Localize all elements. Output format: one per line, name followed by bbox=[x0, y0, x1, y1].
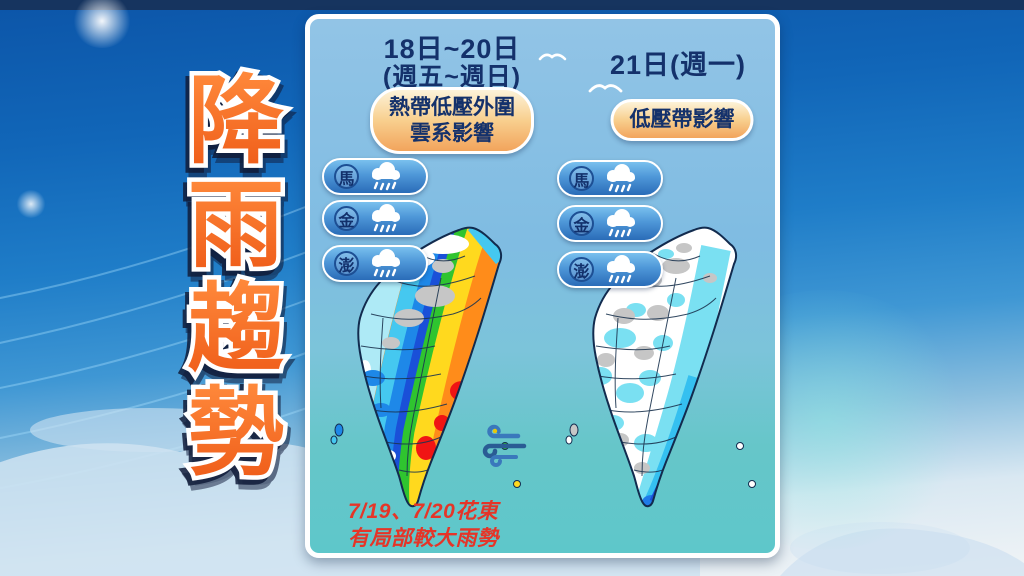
island-label: 金 bbox=[569, 211, 594, 236]
pill-kinmen-left: 金 bbox=[322, 200, 428, 237]
left-cause-line2: 雲系影響 bbox=[410, 121, 494, 145]
rain-cloud-icon bbox=[607, 208, 635, 237]
right-cause-badge: 低壓帶影響 bbox=[610, 99, 754, 141]
pill-penghu-right: 澎 bbox=[557, 251, 663, 288]
page-title: 降 雨 趨 勢 bbox=[184, 64, 290, 489]
title-char: 勢 bbox=[188, 380, 284, 487]
wind-gust-icon bbox=[482, 424, 527, 467]
island-label: 澎 bbox=[334, 251, 359, 276]
title-char: 趨 bbox=[188, 276, 284, 383]
left-date-subheading: (週五~週日) bbox=[382, 63, 522, 91]
island-label: 馬 bbox=[334, 164, 359, 189]
northeast-cyan bbox=[467, 227, 502, 265]
island-label: 馬 bbox=[569, 166, 594, 191]
rain-cloud-icon bbox=[372, 248, 400, 277]
pill-penghu-left: 澎 bbox=[322, 245, 428, 282]
pill-matsu-right: 馬 bbox=[557, 160, 663, 197]
rain-cloud-icon bbox=[372, 161, 400, 190]
rain-cloud-icon bbox=[607, 254, 635, 283]
rain-cloud-icon bbox=[372, 203, 400, 232]
offshore-islands bbox=[330, 423, 521, 488]
rain-cloud-icon bbox=[607, 163, 635, 192]
left-date-heading: 18日~20日 bbox=[383, 34, 521, 64]
title-char: 降 bbox=[188, 68, 285, 175]
north-gray-patches bbox=[382, 259, 455, 349]
right-date-heading: 21日(週一) bbox=[609, 50, 747, 80]
rainfall-band-yellow bbox=[394, 227, 490, 507]
right-cause-line1: 低壓帶影響 bbox=[629, 108, 735, 131]
island-label: 金 bbox=[334, 206, 359, 231]
seagull-icon bbox=[588, 84, 623, 93]
footnote-line2: 有局部較大雨勢 bbox=[348, 527, 499, 550]
left-cause-badge: 熱帶低壓外圍 雲系影響 bbox=[370, 87, 534, 155]
pill-matsu-left: 馬 bbox=[322, 158, 428, 195]
left-cause-line1: 熱帶低壓外圍 bbox=[389, 96, 515, 119]
pill-kinmen-right: 金 bbox=[557, 205, 663, 242]
footnote: 7/19、7/20花東 有局部較大雨勢 bbox=[348, 498, 499, 552]
footnote-line1: 7/19、7/20花東 bbox=[348, 500, 499, 523]
seagull-icon bbox=[538, 53, 567, 61]
forecast-panel: 18日~20日 (週五~週日) 21日(週一) 熱帶低壓外圍 雲系影響 低壓帶影… bbox=[305, 14, 780, 558]
top-navy-strip bbox=[0, 0, 1024, 10]
island-label: 澎 bbox=[569, 257, 594, 282]
title-char: 雨 bbox=[188, 172, 284, 279]
